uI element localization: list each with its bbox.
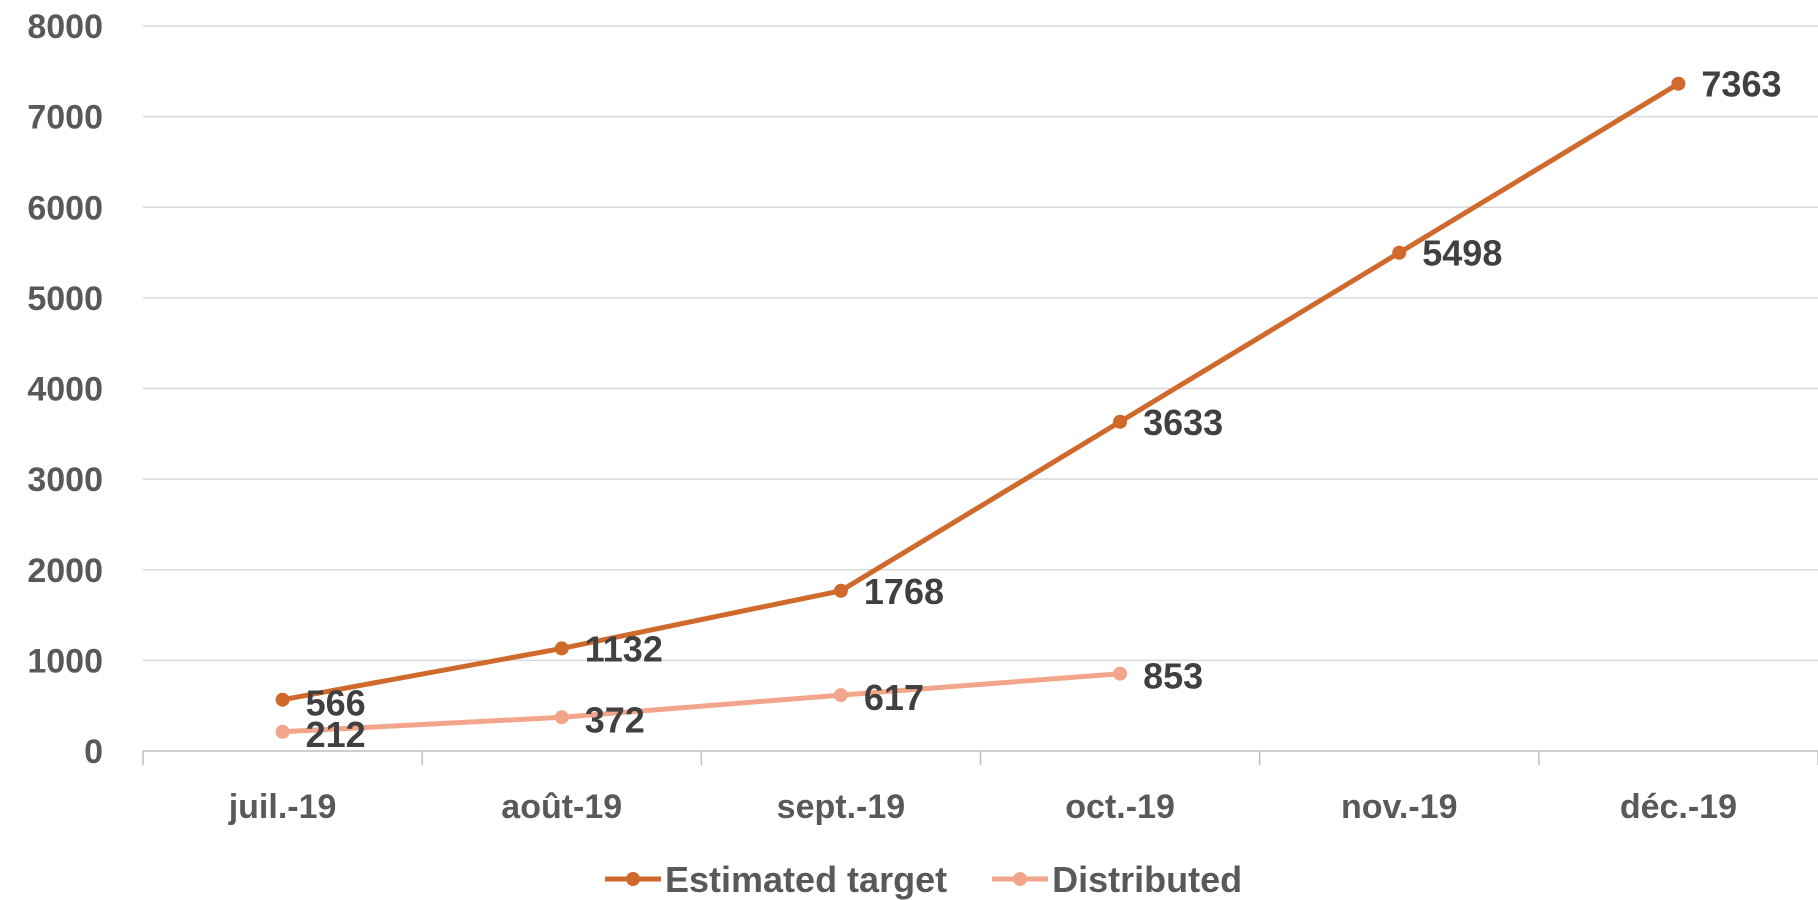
data-point xyxy=(554,710,569,725)
series-line xyxy=(280,81,1681,703)
data-label: 7363 xyxy=(1701,64,1781,105)
series-estimated-target: 566 1132 1768 3633 5498 7363 xyxy=(275,64,1782,724)
data-label: 1768 xyxy=(864,571,944,612)
data-label: 5498 xyxy=(1422,233,1502,274)
data-label: 617 xyxy=(864,677,924,718)
data-label: 212 xyxy=(306,714,366,755)
data-point xyxy=(833,688,848,703)
x-tick-label: sept.-19 xyxy=(777,788,906,826)
data-point xyxy=(1113,666,1128,681)
y-tick-label: 4000 xyxy=(27,371,103,409)
legend: Estimated target Distributed xyxy=(605,859,1242,900)
data-label: 566 xyxy=(306,683,366,724)
y-tick-label: 2000 xyxy=(27,552,103,590)
data-label: 853 xyxy=(1143,656,1203,697)
x-tick-label: oct.-19 xyxy=(1065,788,1175,826)
y-tick-label: 6000 xyxy=(27,189,103,227)
series-line xyxy=(280,671,1123,735)
legend-label: Estimated target xyxy=(665,859,947,900)
data-point xyxy=(833,583,848,598)
legend-marker xyxy=(1013,872,1028,886)
y-tick-label: 3000 xyxy=(27,461,103,499)
y-tick-label: 0 xyxy=(84,733,103,771)
x-tick-label: juil.-19 xyxy=(228,788,337,826)
data-label: 1132 xyxy=(585,628,663,669)
y-tick-label: 1000 xyxy=(27,642,103,680)
legend-marker xyxy=(626,872,640,886)
y-tick-label: 8000 xyxy=(27,8,103,46)
y-tick-label: 5000 xyxy=(27,280,103,318)
data-point xyxy=(275,692,290,707)
y-tick-label: 7000 xyxy=(27,99,103,137)
x-tick-label: août-19 xyxy=(501,788,622,826)
x-tick-label: nov.-19 xyxy=(1341,788,1458,826)
data-point xyxy=(1392,245,1407,260)
legend-label: Distributed xyxy=(1052,859,1242,900)
data-label: 3633 xyxy=(1143,402,1223,443)
legend-item: Estimated target xyxy=(605,859,947,900)
data-point xyxy=(554,641,569,656)
series-distributed: 212 372 617 853 xyxy=(275,656,1203,755)
data-point xyxy=(1671,76,1686,91)
x-tick-label: déc.-19 xyxy=(1620,788,1737,826)
legend-item: Distributed xyxy=(992,859,1242,900)
gridlines xyxy=(143,25,1818,662)
data-point xyxy=(275,724,290,739)
data-point xyxy=(1113,414,1128,429)
data-label: 372 xyxy=(585,699,645,740)
